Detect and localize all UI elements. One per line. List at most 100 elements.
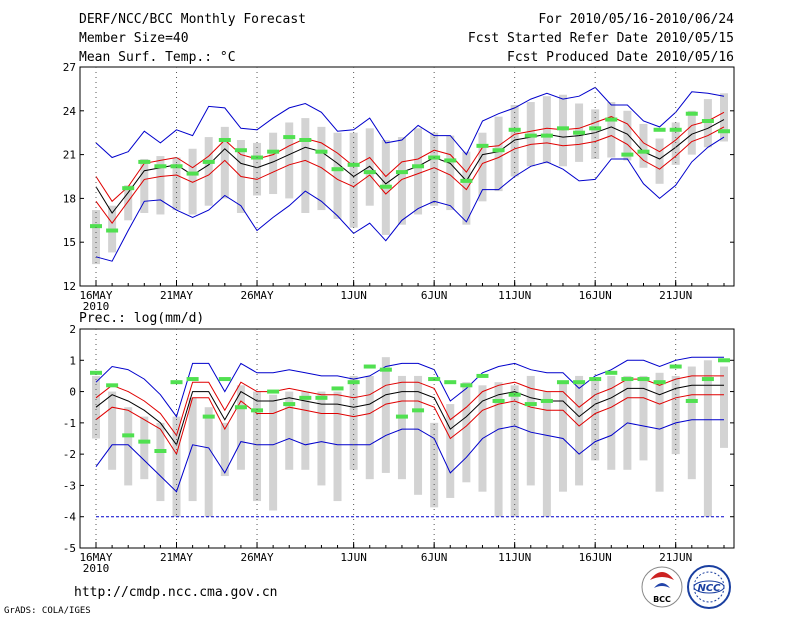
precipitation-spread-box-17 <box>349 375 358 470</box>
temperature-spread-box-17 <box>349 132 358 228</box>
precipitation-x-tick-label: 21JUN <box>659 551 692 564</box>
precipitation-median-mark-17 <box>347 380 360 385</box>
temperature-spread-box-32 <box>591 109 600 159</box>
temperature-median-mark-10 <box>234 148 247 153</box>
precipitation-lines <box>95 356 724 493</box>
precipitation-spread-box-2 <box>108 391 117 470</box>
temperature-spread-box-27 <box>510 104 519 177</box>
website-url[interactable]: http://cmdp.ncc.cma.gov.cn <box>74 585 278 600</box>
temperature-y-tick-label: 12 <box>63 280 76 293</box>
temperature-median-mark-38 <box>685 111 698 116</box>
temp-panel-title: Mean Surf. Temp.: °C <box>79 50 236 65</box>
temperature-spread-box-37 <box>671 122 680 165</box>
temperature-spread-box-4 <box>140 158 149 213</box>
precipitation-spread-box-28 <box>526 375 535 486</box>
precipitation-spread-box-26 <box>494 382 503 517</box>
temperature-spread-box-25 <box>478 132 487 202</box>
precipitation-median-mark-33 <box>605 370 618 375</box>
temperature-spread-box-5 <box>156 156 165 215</box>
temperature-spread-box-33 <box>607 102 616 158</box>
precipitation-spread-box-36 <box>655 372 664 492</box>
ncc-logo-text: NCC <box>697 583 721 594</box>
precipitation-y-tick-label: 1 <box>69 354 76 367</box>
precipitation-spread-box-30 <box>558 382 567 492</box>
temperature-median-mark-8 <box>202 159 215 164</box>
temperature-median-mark-15 <box>315 149 328 154</box>
precipitation-spread-box-20 <box>397 375 406 480</box>
precipitation-median-mark-13 <box>283 402 296 407</box>
precipitation-median-mark-40 <box>718 358 730 363</box>
temperature-median-mark-37 <box>669 127 682 132</box>
temperature-median-mark-40 <box>718 129 730 134</box>
precipitation-x-tick-label: 1JUN <box>340 551 367 564</box>
precipitation-median-mark-10 <box>234 405 247 410</box>
precipitation-median-mark-3 <box>122 433 135 438</box>
precipitation-outer-high-line <box>95 356 724 418</box>
temperature-outer-high-line <box>95 86 725 159</box>
precipitation-median-mark-15 <box>315 395 328 400</box>
temperature-median-mark-17 <box>347 162 360 167</box>
temperature-year-label: 2010 <box>83 300 110 313</box>
temperature-spread-box-20 <box>397 137 406 225</box>
precipitation-spread-box-15 <box>317 391 326 486</box>
precipitation-spread-box-14 <box>301 391 310 470</box>
precip-panel-title: Prec.: log(mm/d) <box>79 311 204 326</box>
temperature-median-mark-34 <box>621 152 634 157</box>
temperature-spread-box-13 <box>285 122 294 199</box>
temperature-spread-box-3 <box>124 185 133 221</box>
temperature-spread-box-8 <box>204 137 213 206</box>
member-size: Member Size=40 <box>79 31 189 46</box>
precipitation-median-mark-30 <box>556 380 569 385</box>
precipitation-spread-box-6 <box>172 416 181 517</box>
precipitation-x-tick-label: 11JUN <box>498 551 531 564</box>
precipitation-median-mark-2 <box>106 383 119 388</box>
precipitation-median-mark-6 <box>170 380 183 385</box>
precipitation-median-mark-37 <box>669 364 682 369</box>
temperature-x-tick-label: 16MAY <box>79 289 112 302</box>
temperature-spread-box-39 <box>703 99 712 148</box>
forecast-period: For 2010/05/16-2010/06/24 <box>538 12 734 27</box>
temperature-spread-box-23 <box>446 135 455 211</box>
precipitation-medians <box>90 358 730 454</box>
precipitation-x-tick-label: 26MAY <box>240 551 273 564</box>
temperature-median-mark-2 <box>106 228 119 233</box>
temperature-outer-low-line <box>95 136 725 262</box>
temperature-x-tick-label: 16JUN <box>579 289 612 302</box>
temperature-x-tick-label: 21MAY <box>160 289 193 302</box>
precipitation-spread-box-8 <box>204 407 213 517</box>
precipitation-x-tick-label: 6JUN <box>421 551 448 564</box>
temperature-median-mark-14 <box>299 138 312 142</box>
temperature-x-tick-label: 1JUN <box>340 289 367 302</box>
temperature-median-mark-9 <box>218 138 231 142</box>
temperature-spread-box-29 <box>542 96 551 164</box>
temperature-spread-box-9 <box>220 126 229 199</box>
temperature-median-mark-6 <box>170 164 183 169</box>
precipitation-spread-box-11 <box>253 391 262 502</box>
temperature-median-mark-20 <box>395 170 408 175</box>
precipitation-median-mark-4 <box>138 439 151 444</box>
bcc-logo-text: BCC <box>653 595 671 604</box>
precipitation-spread-box-16 <box>333 391 342 502</box>
precipitation-mean-line <box>95 384 724 446</box>
precipitation-y-tick-label: 2 <box>69 323 76 336</box>
temperature-panel: 12 15 18 21 24 27 16MAY 21MAY 26MAY 1JUN 6JUN 11JU… <box>63 61 735 313</box>
temperature-x-tick-label: 11JUN <box>498 289 531 302</box>
precipitation-median-mark-21 <box>412 408 425 413</box>
precipitation-median-mark-36 <box>653 380 666 385</box>
precipitation-spread-box-40 <box>720 366 728 448</box>
precipitation-y-tick-label: -1 <box>63 417 76 430</box>
temperature-median-mark-16 <box>331 167 344 172</box>
precipitation-spread-box-5 <box>156 422 165 502</box>
temperature-median-mark-39 <box>701 119 714 124</box>
precipitation-median-mark-5 <box>154 449 167 454</box>
temperature-median-mark-25 <box>476 143 489 148</box>
temperature-x-tick-label: 26MAY <box>240 289 273 302</box>
precipitation-x-tick-label: 21MAY <box>160 551 193 564</box>
temperature-y-tick-label: 18 <box>63 192 76 205</box>
precipitation-median-mark-35 <box>637 377 650 382</box>
precipitation-spread-box-38 <box>687 366 696 480</box>
precipitation-median-mark-14 <box>299 395 312 400</box>
temperature-y-tick-label: 21 <box>63 149 76 162</box>
temperature-median-mark-21 <box>412 164 425 169</box>
